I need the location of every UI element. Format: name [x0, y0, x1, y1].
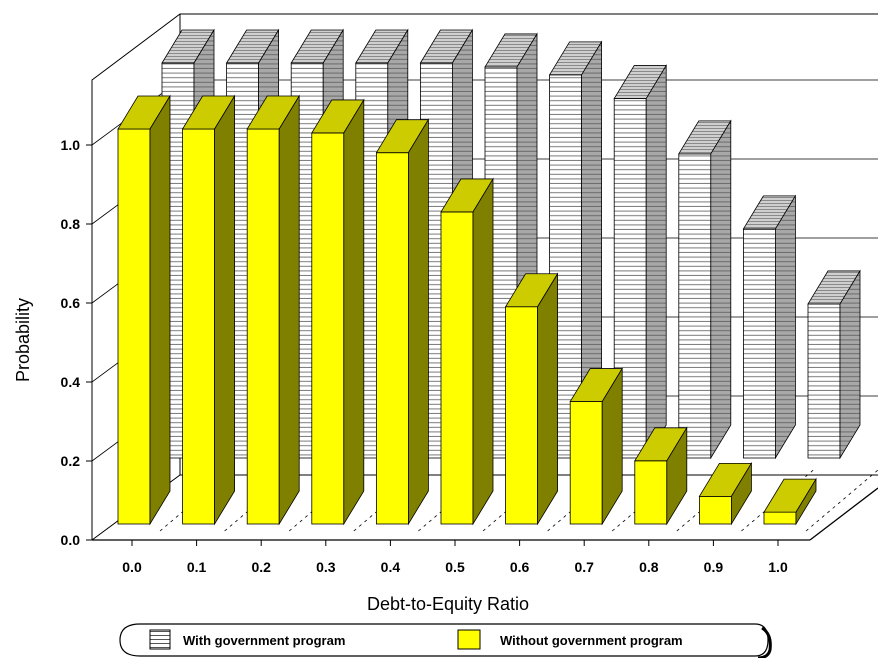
legend-label-without-government-program: Without government program — [500, 633, 683, 648]
bar-without-government-program — [440, 177, 494, 526]
x-tick-label: 0.6 — [510, 559, 530, 575]
y-axis-title: Probability — [13, 298, 33, 382]
bar-with-government-program — [742, 194, 797, 460]
x-tick-label: 0.1 — [187, 559, 207, 575]
bar-without-government-program — [698, 461, 753, 526]
bar-without-government-program — [569, 367, 623, 526]
bar-without-government-program — [181, 94, 236, 526]
bar-with-government-program — [807, 269, 861, 460]
legend-frame-shadow — [757, 626, 772, 658]
legend-label-with-government-program: With government program — [183, 633, 345, 648]
legend-swatch-with-government-program — [149, 629, 171, 650]
bar-without-government-program — [504, 272, 559, 526]
y-tick-label: 0.0 — [61, 532, 81, 548]
x-axis-ticks: 0.0 0.1 0.2 0.3 0.4 0.5 0.6 0.7 0.8 0.9 1.0 — [122, 540, 788, 575]
bar-without-government-program — [117, 94, 171, 526]
y-tick-label: 0.4 — [61, 374, 81, 390]
bar-without-government-program — [311, 98, 365, 526]
x-tick-label: 0.9 — [704, 559, 724, 575]
y-tick-label: 1.0 — [61, 137, 81, 153]
x-tick-label: 0.0 — [122, 559, 142, 575]
y-tick-label: 0.8 — [61, 216, 81, 232]
x-tick-label: 0.4 — [381, 559, 401, 575]
x-tick-label: 0.3 — [316, 559, 336, 575]
floor-line — [805, 469, 878, 532]
y-tick-label: 0.2 — [61, 453, 81, 469]
bar-without-government-program — [246, 94, 300, 526]
x-tick-label: 0.2 — [251, 559, 271, 575]
bar-without-government-program — [375, 118, 430, 526]
bar-with-government-program — [678, 119, 732, 460]
x-tick-label: 1.0 — [768, 559, 788, 575]
bar-without-government-program — [634, 426, 688, 526]
legend-swatch-without-government-program — [457, 629, 481, 650]
x-axis-title: Debt-to-Equity Ratio — [367, 594, 529, 614]
x-tick-label: 0.8 — [639, 559, 659, 575]
legend: With government program Without governme… — [119, 623, 772, 658]
y-axis-ticks: 0.0 0.2 0.4 0.6 0.8 1.0 — [61, 137, 92, 548]
y-tick-label: 0.6 — [61, 295, 81, 311]
bar-without-government-program — [763, 477, 817, 526]
x-tick-label: 0.5 — [445, 559, 465, 575]
x-tick-label: 0.7 — [574, 559, 594, 575]
series-without-government-program — [117, 94, 817, 526]
